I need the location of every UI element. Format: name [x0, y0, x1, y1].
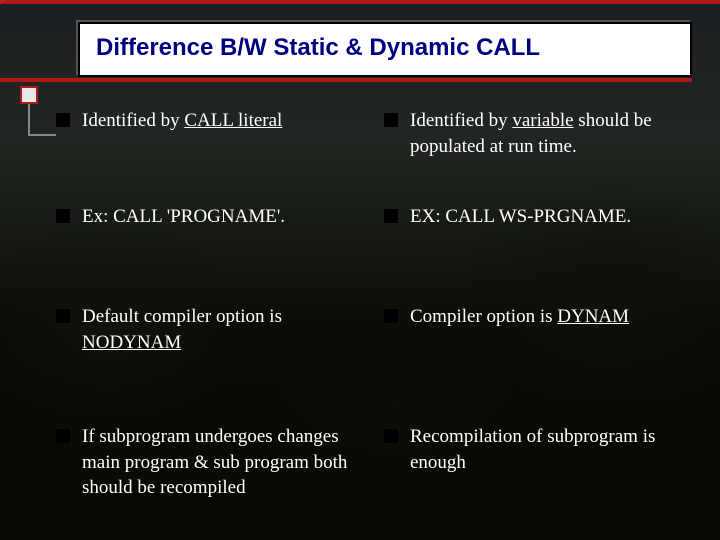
right-column: Identified by variable should be populat…	[384, 108, 692, 520]
section-marker-stem	[28, 104, 30, 134]
list-item: EX: CALL WS-PRGNAME.	[384, 204, 692, 254]
square-bullet-icon	[56, 429, 70, 443]
item-text: Recompilation of subprogram is enough	[410, 424, 692, 475]
list-item: Identified by CALL literal	[56, 108, 364, 168]
slide-title: Difference B/W Static & Dynamic CALL	[96, 34, 674, 63]
list-item: Recompilation of subprogram is enough	[384, 424, 692, 534]
item-text: Identified by variable should be populat…	[410, 108, 692, 159]
square-bullet-icon	[56, 309, 70, 323]
item-text: EX: CALL WS-PRGNAME.	[410, 204, 631, 230]
list-item: Ex: CALL 'PROGNAME'.	[56, 204, 364, 254]
list-item: If subprogram undergoes changes main pro…	[56, 424, 364, 534]
title-underline	[0, 78, 692, 82]
item-text: If subprogram undergoes changes main pro…	[82, 424, 364, 501]
square-bullet-icon	[56, 113, 70, 127]
square-bullet-icon	[56, 209, 70, 223]
item-text: Identified by CALL literal	[82, 108, 282, 134]
section-marker-arm	[28, 134, 56, 136]
item-text: Compiler option is DYNAM	[410, 304, 629, 330]
corner-stripe	[0, 0, 135, 10]
content-area: Identified by CALL literal Ex: CALL 'PRO…	[56, 108, 692, 520]
square-bullet-icon	[384, 113, 398, 127]
item-text: Default compiler option is NODYNAM	[82, 304, 364, 355]
square-bullet-icon	[384, 429, 398, 443]
square-bullet-icon	[384, 209, 398, 223]
square-bullet-icon	[384, 309, 398, 323]
item-text: Ex: CALL 'PROGNAME'.	[82, 204, 285, 230]
section-marker	[20, 86, 38, 104]
list-item: Compiler option is DYNAM	[384, 304, 692, 374]
left-column: Identified by CALL literal Ex: CALL 'PRO…	[56, 108, 364, 520]
title-box: Difference B/W Static & Dynamic CALL	[78, 22, 692, 77]
list-item: Identified by variable should be populat…	[384, 108, 692, 168]
list-item: Default compiler option is NODYNAM	[56, 304, 364, 374]
